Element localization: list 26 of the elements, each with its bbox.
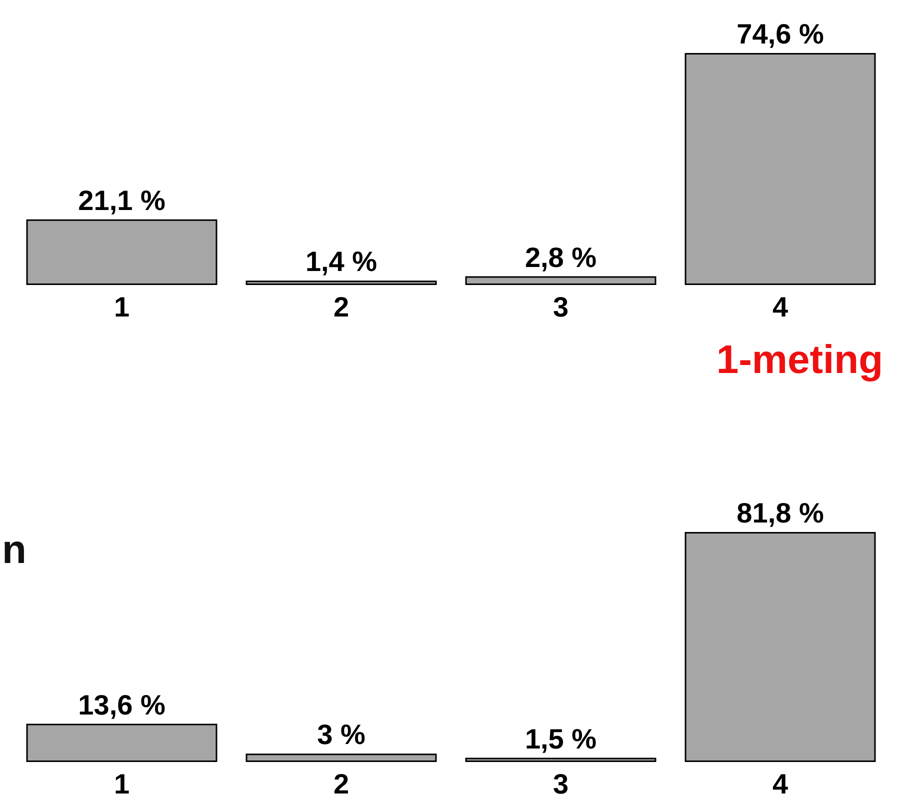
bar (246, 280, 437, 285)
x-tick-label: 3 (552, 292, 569, 322)
bar (26, 724, 218, 762)
x-tick-label: 4 (772, 768, 788, 800)
data-label: 1,5 % (524, 723, 597, 754)
data-label: 74,6 % (736, 18, 824, 50)
bar (684, 53, 876, 285)
x-tick-label: 2 (333, 768, 350, 800)
bar (26, 219, 218, 285)
x-tick-label: 2 (333, 292, 350, 322)
annotation: n (2, 528, 26, 572)
data-label: 81,8 % (736, 498, 824, 528)
x-tick-label: 4 (772, 292, 788, 322)
x-tick-label: 3 (552, 768, 569, 800)
x-tick-label: 1 (114, 768, 130, 800)
bar (246, 754, 437, 762)
x-tick-label: 1 (114, 292, 130, 322)
text: 1-meting (716, 338, 884, 382)
data-label: 13,6 % (78, 689, 166, 720)
bar (465, 276, 656, 285)
data-label: 2,8 % (524, 242, 597, 273)
data-label: 21,1 % (78, 184, 166, 216)
data-label: 1,4 % (305, 246, 378, 278)
bar (684, 532, 876, 762)
bar (465, 758, 656, 762)
data-label: 3 % (317, 719, 366, 750)
